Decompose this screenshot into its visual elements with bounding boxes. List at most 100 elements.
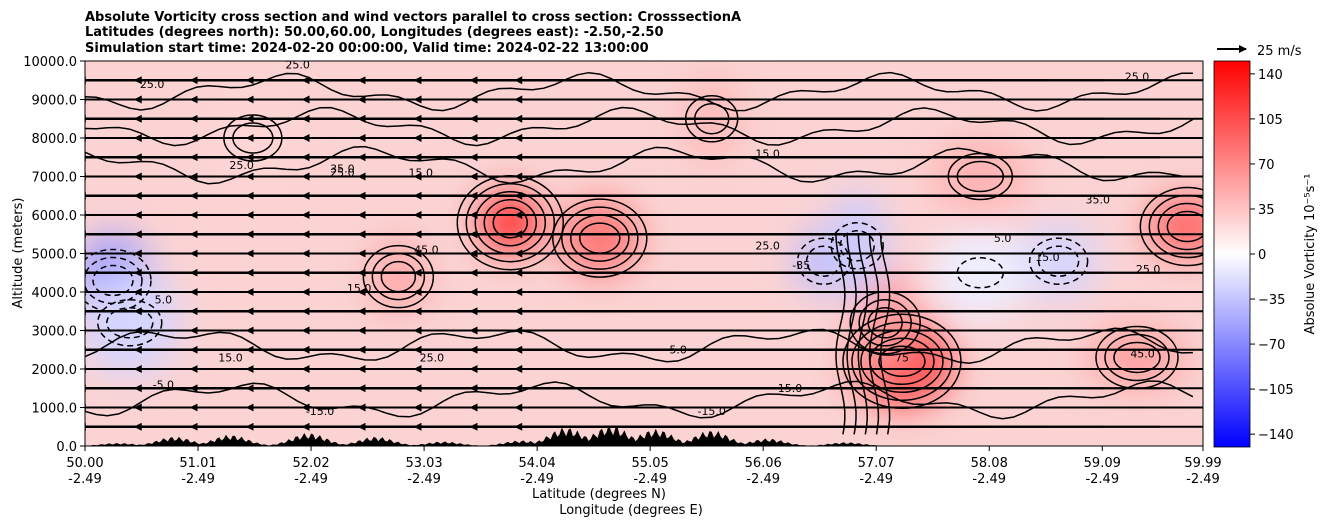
colorbar-tick-label: −140 [1258,428,1294,443]
y-tick-label: 2000.0 [32,363,78,378]
contour-line [1139,186,1203,267]
contour-line [796,237,851,285]
quiver-key-label: 25 m/s [1257,44,1302,59]
contour-line [1157,202,1203,251]
contour-line [867,307,903,339]
y-tick-label: 4000.0 [32,286,78,301]
contour-line [92,264,134,297]
colorbar-tick-label: −35 [1258,293,1285,308]
y-tick-label: 7000.0 [32,171,78,186]
x-tick-label-lon: -2.49 [520,472,554,487]
contour-label: 35.0 [330,163,355,176]
colorbar-label: Absolue Vorticity 10⁻⁵s⁻¹ [1303,174,1318,335]
contour-line [858,299,912,347]
colorbar-tick-label: −105 [1258,383,1294,398]
contour-line [1104,333,1170,382]
contour-line [805,245,842,277]
contour-line [85,380,1194,420]
y-tick-label: 0.0 [56,440,77,455]
vorticity-cell [480,192,541,253]
x-tick-label-lon: -2.49 [181,472,215,487]
contour-line [1113,341,1161,374]
x-tick-label-lon: -2.49 [1186,472,1220,487]
y-axis-label: Altitude (meters) [11,198,26,309]
contour-label: 25.0 [1136,263,1161,276]
contour-line [878,345,926,378]
colorbar: 140 105 70 35 0 −35 −70 −105 −140 Absolue Vortic… [1213,60,1318,448]
contour-line [85,327,1193,364]
contour-label: 45.0 [414,244,439,257]
contour-label: 15.0 [347,282,372,295]
contour-label: 25.0 [285,59,310,72]
y-tick-label: 5000.0 [32,248,78,263]
y-tick-label: 8000.0 [32,132,78,147]
title-line-3: Simulation start time: 2024-02-20 00:00:… [85,41,649,56]
colorbar-gradient [1213,60,1251,448]
y-tick-label: 1000.0 [32,402,78,417]
contour-label: 15.0 [218,351,243,364]
x-tick-label-lat: 54.04 [519,456,556,471]
contour-line [857,234,869,435]
contour-line [106,307,154,339]
x-axis-label-lon: Longitude (degrees E) [559,503,703,518]
colorbar-tick-label: 105 [1258,113,1283,128]
contour-line [85,71,1193,112]
contour-line [1037,245,1080,277]
title-line-2: Latitudes (degrees north): 50.00,60.00, … [85,25,664,40]
contour-line [879,234,891,435]
x-tick-label-lat: 58.08 [971,456,1008,471]
x-tick-label-lon: -2.49 [407,472,441,487]
contour-label: 75 [895,351,909,364]
colorbar-ticks: 140 105 70 35 0 −35 −70 −105 −140 [1250,68,1294,443]
contour-line [97,299,163,347]
contour-line [1028,237,1089,285]
x-tick-label-lat: 52.02 [292,456,329,471]
contour-label: 15.0 [408,167,433,180]
contour-line [846,234,857,435]
y-axis: 0.0 1000.0 2000.0 3000.0 4000.0 5000.0 6000.0 7… [23,55,85,455]
x-tick-label-lat: 56.06 [745,456,782,471]
x-tick-label-lon: -2.49 [68,472,102,487]
plot-area: 25.0 25.0 25.0 35.0 15.0 25.0 15.0 25.0 45.0 15.0… [85,59,1203,446]
vorticity-contours [85,71,1203,435]
x-tick-label-lat: 57.07 [858,456,895,471]
quiver-key: 25 m/s [1217,44,1302,59]
vorticity-cell [1018,223,1099,300]
contour-label: 15.0 [755,147,780,160]
x-tick-label-lon: -2.49 [633,472,667,487]
contour-line [85,106,1194,147]
terrain [85,425,1203,446]
x-tick-label-lat: 55.05 [632,456,669,471]
contour-line [868,234,880,435]
x-tick-label-lon: -2.49 [972,472,1006,487]
contour-label: 5.0 [155,294,173,307]
x-axis: 50.00-2.4951.01-2.4952.02-2.4953.03-2.49… [66,446,1222,487]
contour-label: 25.0 [755,240,780,253]
colorbar-tick-label: 70 [1258,158,1275,173]
contour-line [552,198,648,278]
x-tick-label-lat: 50.00 [66,456,103,471]
vorticity-cell [85,268,180,377]
title-line-1: Absolute Vorticity cross section and win… [85,10,741,25]
y-tick-label: 3000.0 [32,325,78,340]
y-tick-label: 9000.0 [32,94,78,109]
y-tick-label: 6000.0 [32,209,78,224]
contour-line [1166,210,1203,243]
x-tick-label-lon: -2.49 [859,472,893,487]
x-axis-label-lat: Latitude (degrees N) [532,487,666,502]
colorbar-tick-label: 35 [1258,203,1275,218]
contour-label: -5.0 [153,378,174,391]
x-tick-label-lat: 51.01 [179,456,216,471]
x-tick-label-lat: 53.03 [405,456,442,471]
contour-line [830,222,884,270]
wind-vectors [85,76,1203,431]
contour-line [483,198,538,247]
contour-label: -35 [792,259,810,272]
colorbar-tick-label: 140 [1258,68,1283,83]
contour-label: 25.0 [420,351,445,364]
contour-line [492,206,529,239]
x-tick-label-lat: 59.99 [1184,456,1221,471]
colorbar-tick-label: −70 [1258,338,1285,353]
contour-line [839,230,875,262]
